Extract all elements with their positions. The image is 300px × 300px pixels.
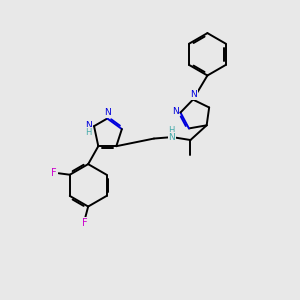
Text: H: H [168, 126, 175, 135]
Text: F: F [82, 218, 88, 228]
Text: N: N [85, 121, 92, 130]
Text: H: H [85, 128, 91, 137]
Text: N: N [104, 108, 111, 117]
Text: N: N [190, 90, 197, 99]
Text: N: N [172, 106, 178, 116]
Text: N: N [168, 133, 175, 142]
Text: F: F [51, 168, 57, 178]
